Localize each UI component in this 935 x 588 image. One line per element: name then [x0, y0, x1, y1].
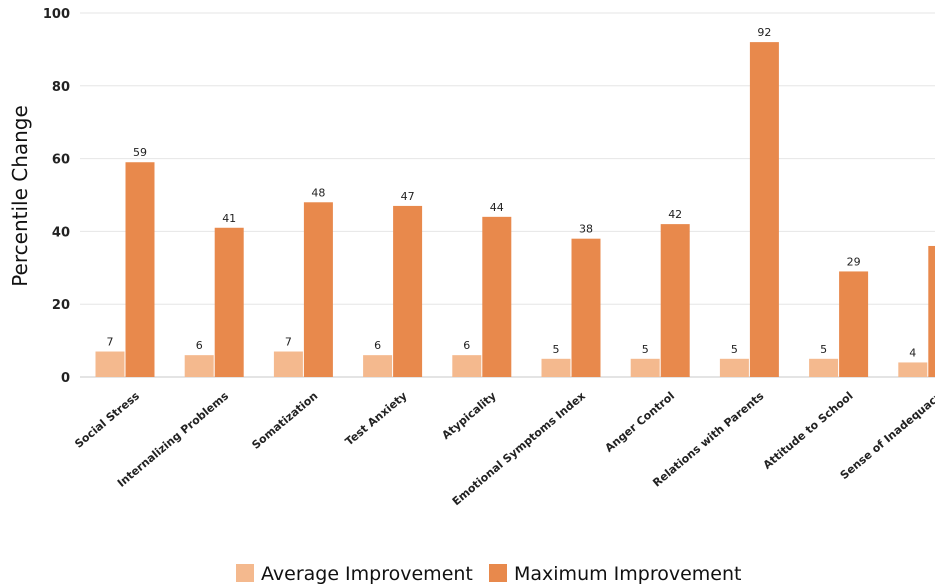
bar-average-improvement [630, 358, 660, 377]
data-label: 5 [642, 343, 649, 356]
legend-label-average: Average Improvement [261, 563, 473, 585]
bar-average-improvement [273, 351, 303, 377]
category-label: Atypicality [439, 389, 498, 442]
legend-label-maximum: Maximum Improvement [514, 563, 741, 585]
data-label: 44 [490, 201, 504, 214]
bar-average-improvement [809, 358, 839, 377]
bar-maximum-improvement [482, 216, 512, 377]
bar-average-improvement [95, 351, 125, 377]
data-label: 6 [374, 339, 381, 352]
bar-average-improvement [363, 355, 393, 377]
data-label: 48 [311, 186, 325, 199]
y-tick-label: 20 [52, 298, 70, 313]
bar-maximum-improvement [571, 238, 601, 377]
legend-swatch-average [236, 564, 254, 582]
y-axis-label: Percentile Change [8, 105, 32, 287]
category-label: Sense of Inadequacy [838, 389, 935, 482]
bar-maximum-improvement [749, 42, 779, 378]
bar-maximum-improvement [214, 227, 244, 377]
data-label: 41 [222, 212, 236, 225]
y-axis-ticks: 0 20 40 60 80 100 [43, 7, 70, 386]
data-label: 59 [133, 146, 147, 159]
bars [95, 42, 935, 378]
bar-average-improvement [898, 362, 928, 377]
data-label: 6 [196, 339, 203, 352]
data-labels: 759641748647644538542592529436 [107, 26, 917, 359]
data-label: 42 [668, 208, 682, 221]
category-label: Somatization [249, 389, 320, 451]
data-label: 7 [107, 336, 114, 349]
y-tick-label: 60 [52, 153, 70, 168]
bar-maximum-improvement [125, 162, 155, 377]
data-label: 6 [463, 339, 470, 352]
bar-maximum-improvement [393, 205, 423, 377]
data-label: 38 [579, 223, 593, 236]
bar-average-improvement [719, 358, 749, 377]
data-label: 47 [401, 190, 415, 203]
legend-swatch-maximum [489, 564, 507, 582]
bar-average-improvement [452, 355, 482, 377]
category-label: Test Anxiety [343, 389, 410, 448]
bar-maximum-improvement [660, 224, 690, 377]
bar-average-improvement [184, 355, 214, 377]
y-tick-label: 100 [43, 7, 70, 22]
bar-maximum-improvement [303, 202, 333, 377]
category-label: Social Stress [72, 389, 142, 451]
data-label: 4 [909, 346, 916, 359]
legend: Average Improvement Maximum Improvement [236, 563, 741, 585]
bar-maximum-improvement [928, 245, 935, 377]
data-label: 5 [731, 343, 738, 356]
data-label: 29 [847, 255, 861, 268]
bar-average-improvement [541, 358, 571, 377]
category-label: Anger Control [603, 389, 678, 454]
data-label: 7 [285, 336, 292, 349]
data-label: 92 [757, 26, 771, 39]
y-tick-label: 80 [52, 80, 70, 95]
data-label: 5 [820, 343, 827, 356]
y-tick-label: 40 [52, 225, 70, 240]
y-tick-label: 0 [61, 371, 70, 386]
data-label: 5 [553, 343, 560, 356]
category-label: Attitude to School [761, 389, 856, 472]
bar-maximum-improvement [839, 271, 869, 377]
